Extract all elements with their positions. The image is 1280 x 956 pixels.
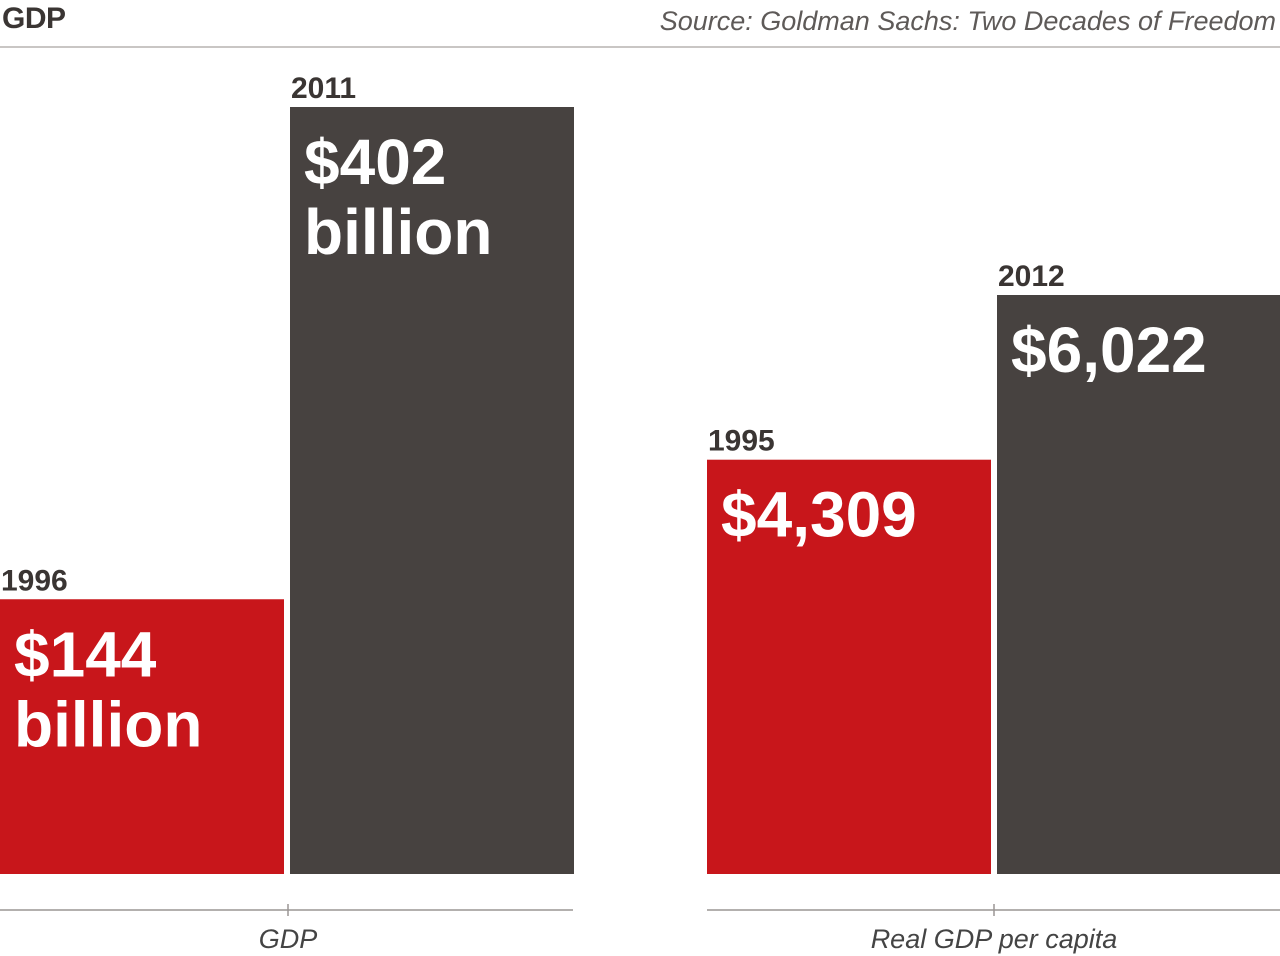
x-axis-label: Real GDP per capita	[871, 924, 1118, 954]
year-label-1996: 1996	[1, 564, 68, 597]
value-label-1996: $144	[14, 618, 157, 690]
year-label-2012: 2012	[998, 260, 1065, 293]
bar-2012	[997, 295, 1280, 874]
value-unit-label-1996: billion	[14, 688, 202, 760]
year-label-2011: 2011	[291, 72, 356, 105]
chart-title: GDP	[2, 2, 66, 35]
value-unit-label-2011: billion	[304, 196, 492, 268]
value-label-1995: $4,309	[721, 479, 917, 551]
year-label-1995: 1995	[708, 425, 775, 458]
bar-2011	[290, 107, 574, 874]
header-rule	[0, 46, 1280, 48]
bar-1995	[707, 459, 991, 874]
x-axis-label: GDP	[259, 924, 318, 954]
bar-1996	[0, 599, 284, 874]
value-label-2011: $402	[304, 126, 446, 198]
source-note: Source: Goldman Sachs: Two Decades of Fr…	[659, 6, 1276, 36]
value-label-2012: $6,022	[1011, 314, 1207, 386]
